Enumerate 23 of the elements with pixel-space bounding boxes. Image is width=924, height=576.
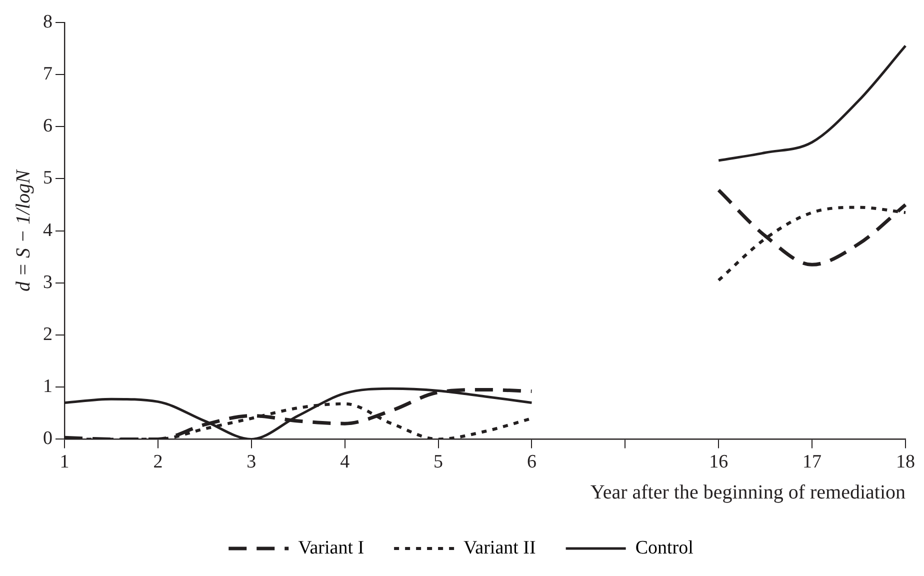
y-tick-label: 1 [43, 376, 52, 398]
x-tick-label: 6 [526, 452, 536, 473]
y-tick-label: 5 [43, 168, 52, 189]
legend-label: Variant II [464, 537, 536, 558]
legend-label: Variant I [298, 537, 364, 558]
x-tick-label: 2 [153, 452, 163, 473]
x-tick-label: 17 [802, 452, 822, 473]
x-tick-label: 5 [434, 452, 444, 473]
y-tick-label: 2 [43, 324, 52, 345]
y-tick-label: 6 [43, 116, 52, 137]
x-tick-label: 3 [246, 452, 256, 473]
x-tick-label: 1 [60, 452, 70, 473]
x-tick-label: 16 [709, 452, 728, 473]
y-tick-label: 4 [43, 220, 53, 241]
legend-label: Control [635, 537, 694, 558]
x-tick-label: 4 [340, 452, 350, 473]
y-tick-label: 0 [43, 428, 52, 450]
y-axis-title: d = S − 1/logN [12, 168, 34, 292]
x-axis-title: Year after the beginning of remediation [590, 481, 906, 504]
x-tick-label: 18 [896, 452, 915, 473]
y-tick-label: 8 [43, 11, 52, 32]
y-tick-label: 7 [43, 63, 52, 84]
y-tick-label: 3 [43, 272, 52, 293]
